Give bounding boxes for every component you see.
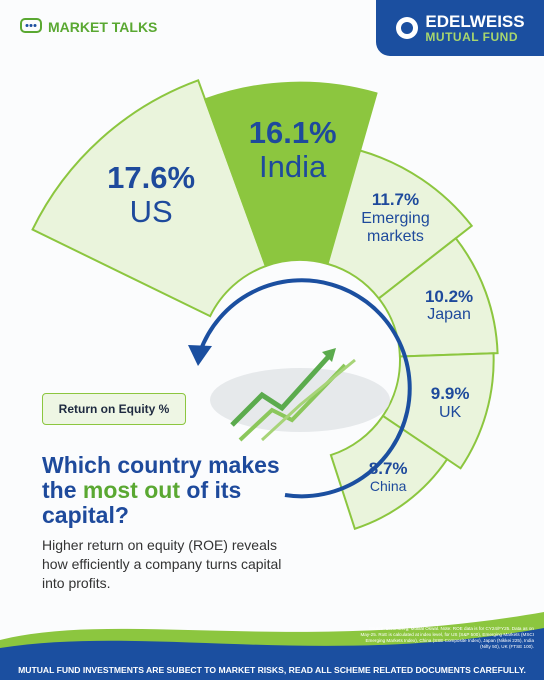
disclaimer: MUTUAL FUND INVESTMENTS ARE SUBECT TO MA… <box>0 660 544 680</box>
wedge <box>326 149 474 300</box>
brand-icon <box>20 18 42 33</box>
logo: EDELWEISS MUTUAL FUND <box>376 0 544 56</box>
category-label: China <box>369 477 407 494</box>
brand-text: MARKET TALKS <box>48 19 158 35</box>
category-label: UK <box>439 403 462 421</box>
logo-line: MUTUAL FUND <box>425 29 519 44</box>
wedge <box>377 236 499 358</box>
headline: Which country makes the most out of its … <box>42 453 292 527</box>
category-label: India <box>259 149 327 185</box>
category-label: US <box>129 193 173 229</box>
headline-part: of its capital? <box>42 476 242 528</box>
value-label: 10.2% <box>424 286 474 306</box>
wedges <box>31 79 499 531</box>
world-graphic <box>210 348 390 442</box>
value-label: 11.7% <box>371 190 420 210</box>
wedge-label: 10.2% Japan <box>404 286 494 324</box>
wedge-label: 8.7% China <box>343 458 433 494</box>
value-label: 16.1% <box>248 115 337 151</box>
arrow-head <box>188 345 212 366</box>
wedge-label: 9.9% UK <box>405 383 495 421</box>
source-note: Source: Bloomberg, Motilal Oswal. Note: … <box>360 626 534 649</box>
logo-line: EDELWEISS <box>425 11 525 31</box>
logo-text: EDELWEISS MUTUAL FUND <box>425 11 525 44</box>
value-label: 9.9% <box>430 383 470 403</box>
wedge-label: 11.7% Emerging markets <box>350 191 440 245</box>
metric-label: Return on Equity % <box>42 393 186 425</box>
brand: MARKET TALKS <box>20 18 157 36</box>
category-label: Japan <box>427 306 471 324</box>
logo-icon <box>396 17 419 39</box>
headline-part: Which country makes the <box>42 452 280 503</box>
arrow-arc <box>198 278 412 499</box>
wedge-label: 17.6% US <box>86 159 216 229</box>
wedge <box>31 79 268 318</box>
value-label: 8.7% <box>368 458 408 478</box>
headline-highlight: most out <box>82 476 180 503</box>
value-label: 17.6% <box>107 159 196 195</box>
wedge <box>203 81 378 268</box>
subtitle: Higher return on equity (ROE) reveals ho… <box>42 537 282 591</box>
wedge <box>329 414 449 531</box>
wedge-label: 16.1% India <box>228 115 358 185</box>
category-label: Emerging markets <box>361 210 430 245</box>
